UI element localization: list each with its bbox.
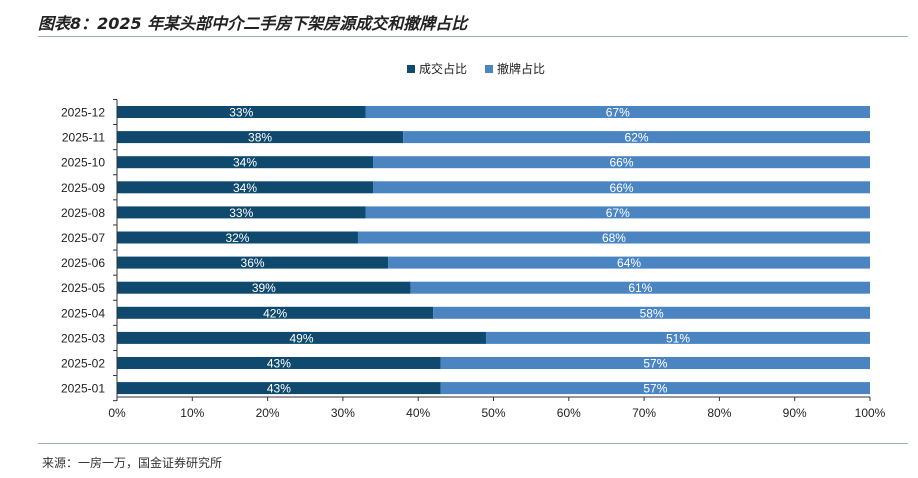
data-label: 68% [602,231,626,245]
bar-2025-12-series1 [117,106,366,118]
bar-2025-03-series2 [485,331,870,344]
data-label: 58% [640,306,664,320]
top-divider [38,36,908,37]
category-tick-label: 2025-05 [61,281,105,295]
legend-label-1: 成交占比 [419,61,467,76]
x-tick-label: 30% [331,406,355,420]
bar-2025-11-series2 [403,131,870,144]
x-tick-label: 50% [481,406,505,420]
category-tick-label: 2025-09 [61,181,105,195]
data-label: 66% [609,181,633,195]
category-tick-label: 2025-03 [61,331,105,345]
data-label: 33% [229,206,253,220]
legend-swatch-1 [407,65,415,73]
data-label: 57% [643,382,667,396]
data-label: 66% [609,156,633,170]
x-tick-label: 70% [632,406,656,420]
bar-2025-05-series1 [117,281,411,294]
data-label: 64% [617,256,641,270]
category-tick-label: 2025-02 [61,357,105,371]
bar-2025-06-series1 [117,256,389,269]
legend-swatch-2 [485,65,493,73]
x-tick-label: 60% [557,406,581,420]
bottom-divider [38,443,908,444]
data-label: 43% [267,357,291,371]
data-label: 51% [666,331,690,345]
bar-2025-01-series2 [440,382,870,395]
data-label: 62% [625,131,649,145]
bar-2025-09-series1 [117,181,374,194]
chart-title: 图表8：2025 年某头部中介二手房下架房源成交和撤牌占比 [38,14,468,33]
x-tick-label: 40% [406,406,430,420]
bar-2025-04-series2 [433,306,870,319]
bar-2025-09-series2 [373,181,870,194]
data-label: 67% [606,106,630,120]
bar-2025-03-series1 [117,331,486,344]
data-label: 38% [248,131,272,145]
data-label: 34% [233,181,257,195]
data-label: 36% [241,256,265,270]
bar-2025-05-series2 [410,281,870,294]
data-label: 43% [267,382,291,396]
data-label: 34% [233,156,257,170]
bar-2025-12-series2 [365,106,870,118]
legend-label-2: 撤牌占比 [497,61,545,76]
category-tick-label: 2025-04 [61,306,105,320]
bar-2025-07-series2 [357,231,871,244]
bar-2025-10-series2 [373,156,870,169]
bar-2025-02-series2 [440,357,870,369]
data-label: 32% [225,231,249,245]
data-label: 42% [263,306,287,320]
x-tick-label: 10% [180,406,204,420]
bar-2025-07-series1 [117,231,358,244]
source-note: 来源：一房一万，国金证券研究所 [42,456,223,470]
bar-2025-08-series2 [365,206,870,219]
data-label: 57% [643,357,667,371]
data-label: 39% [252,281,276,295]
data-label: 67% [606,206,630,220]
category-tick-label: 2025-10 [61,156,105,170]
bar-2025-06-series2 [388,256,870,269]
category-tick-label: 2025-12 [61,106,105,120]
bar-2025-08-series1 [117,206,366,219]
x-tick-label: 80% [707,406,731,420]
bar-2025-04-series1 [117,306,434,319]
category-tick-label: 2025-08 [61,206,105,220]
bar-2025-01-series1 [117,382,441,395]
x-tick-label: 20% [256,406,280,420]
category-tick-label: 2025-11 [62,131,105,145]
x-tick-label: 100% [855,406,886,420]
data-label: 61% [628,281,652,295]
x-tick-label: 0% [108,406,126,420]
x-tick-label: 90% [783,406,807,420]
category-tick-label: 2025-01 [61,382,105,396]
bar-2025-10-series1 [117,156,374,169]
data-label: 49% [289,331,313,345]
bar-2025-02-series1 [117,357,441,369]
category-tick-label: 2025-07 [61,231,105,245]
category-tick-label: 2025-06 [61,256,105,270]
bar-2025-11-series1 [117,131,404,144]
data-label: 33% [229,106,253,120]
